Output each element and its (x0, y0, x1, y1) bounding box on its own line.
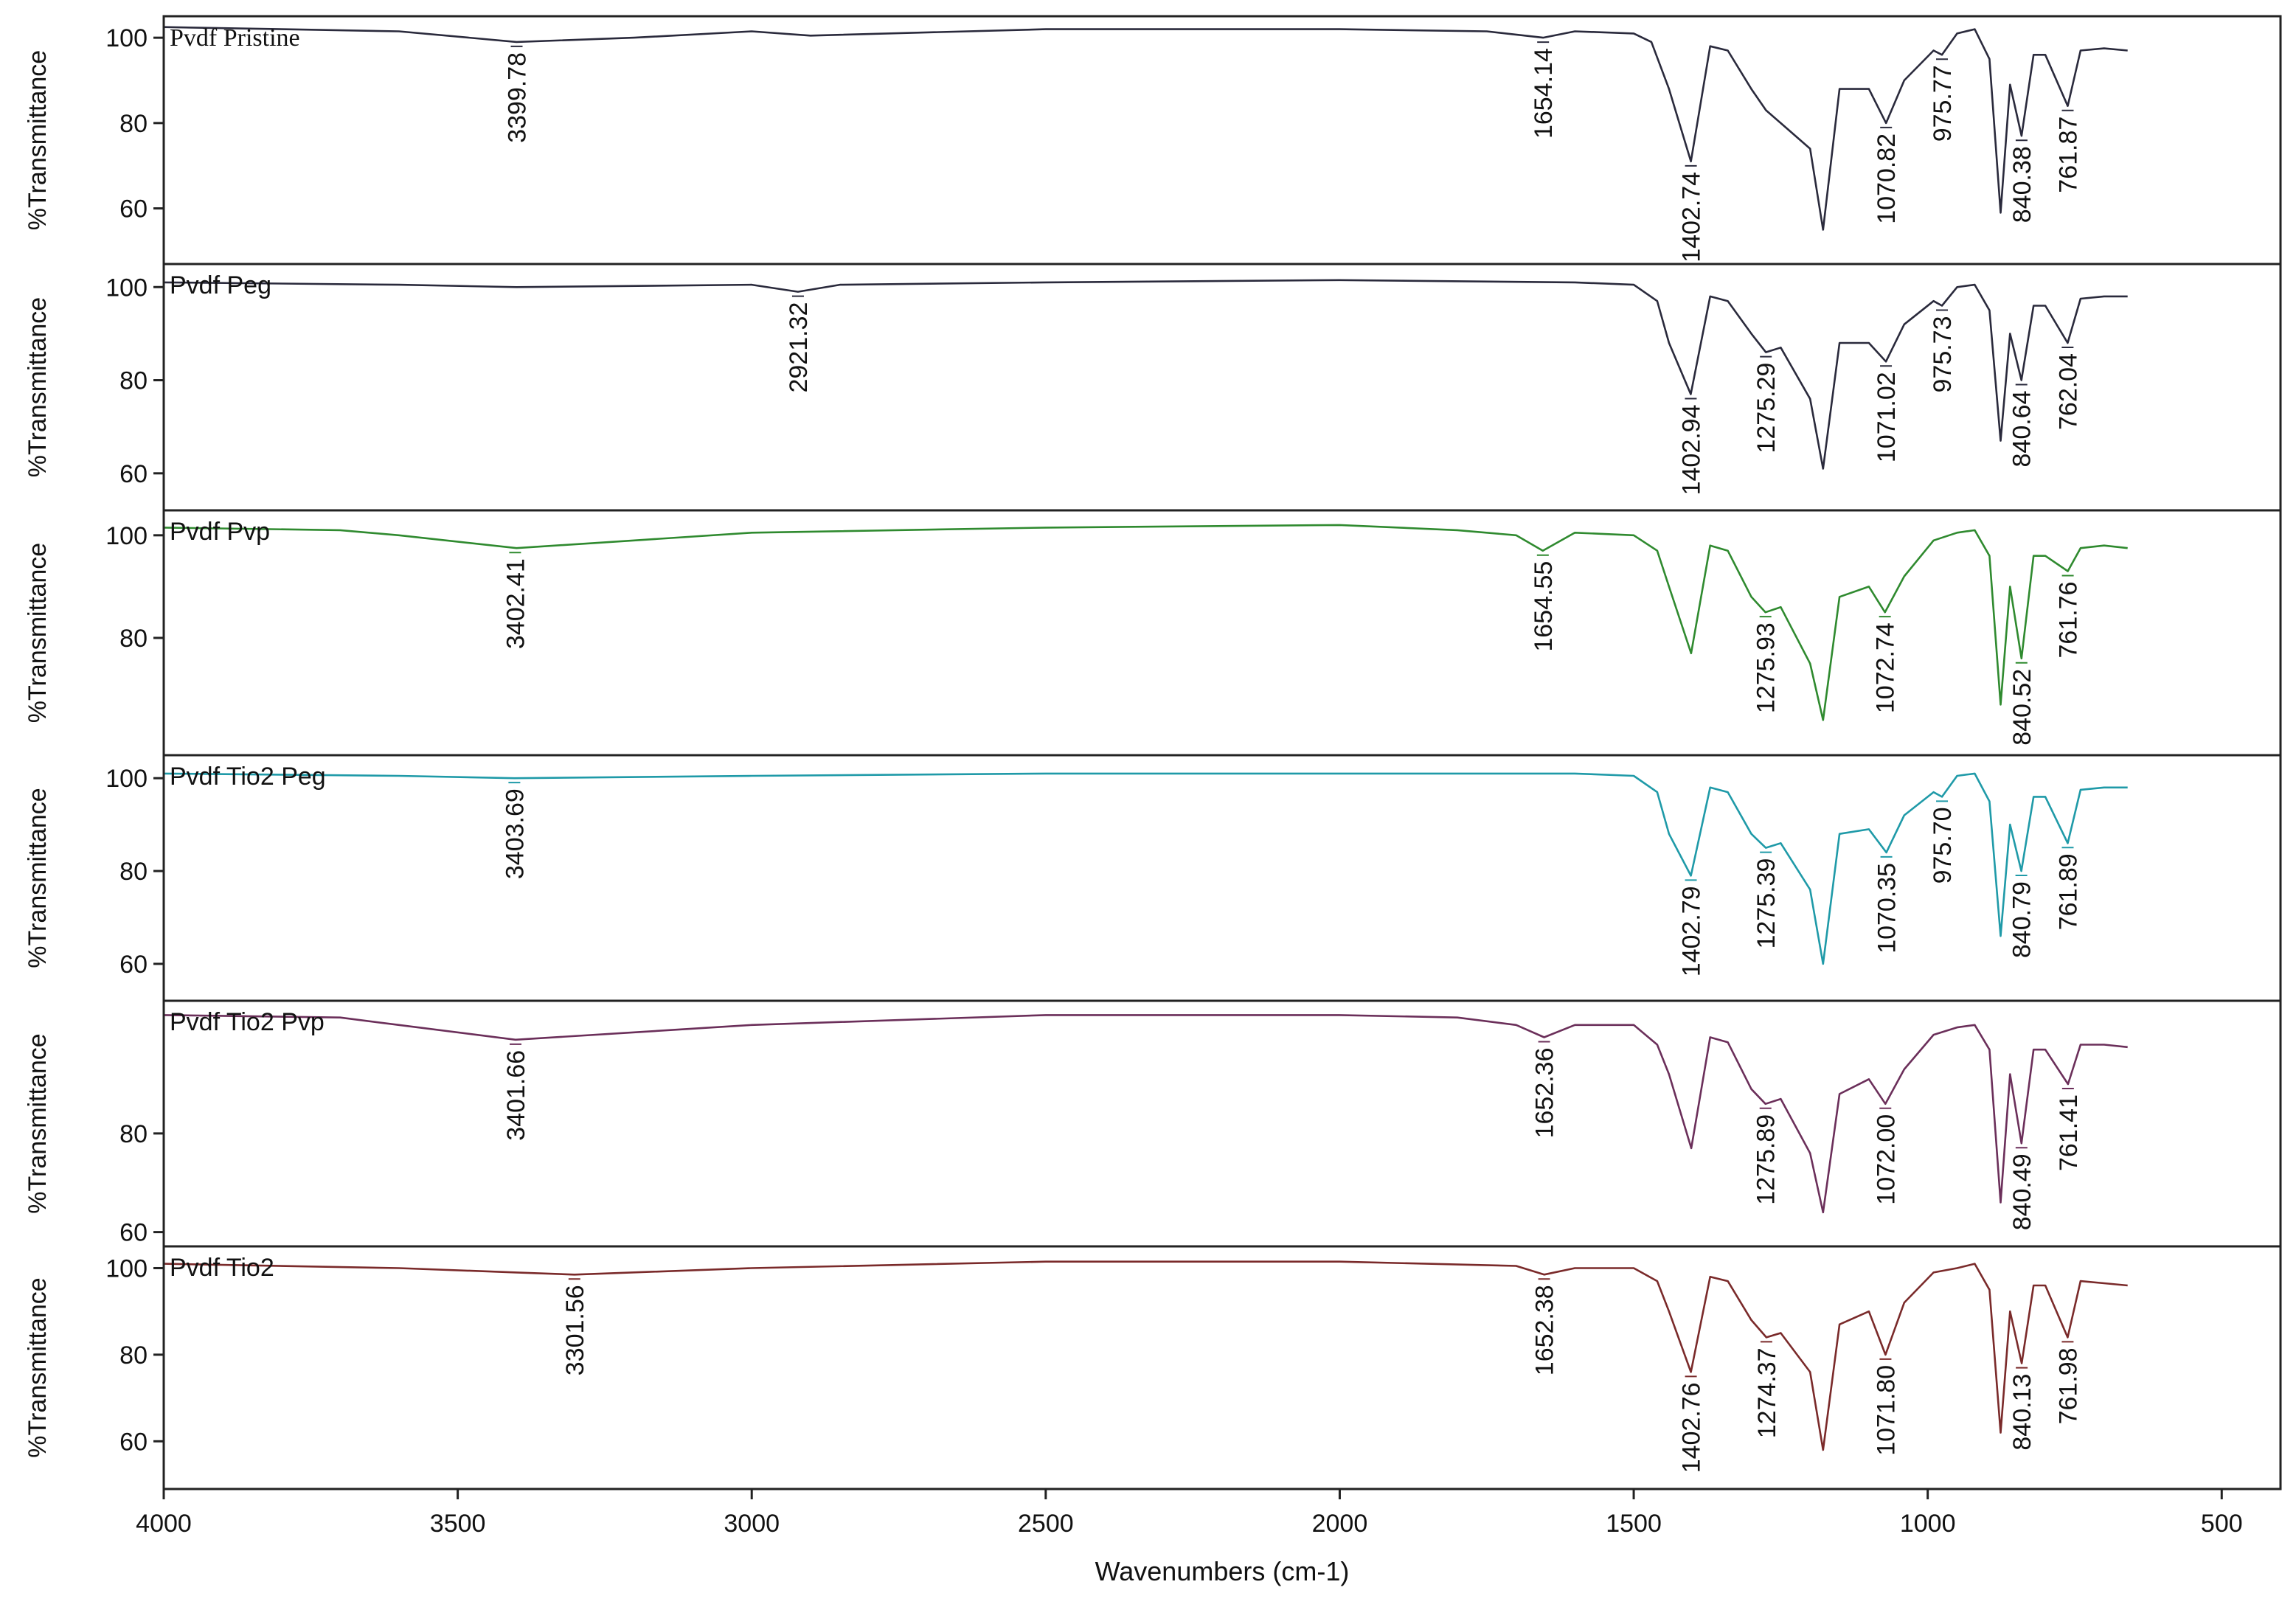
y-tick-label: 80 (119, 110, 148, 138)
peak-label: 3403.69 (501, 788, 529, 879)
peak-label: 2921.32 (785, 302, 813, 393)
peak-label: 762.04 (2054, 353, 2082, 430)
peak-label: 3399.78 (504, 52, 532, 143)
peak-label: 761.87 (2055, 117, 2083, 193)
panel-name: Pvdf Pristine (170, 24, 300, 52)
y-tick-label: 60 (119, 1219, 148, 1247)
spectrum-line (163, 1260, 2128, 1451)
chart-panels: 60 80 100 %Transmittance 3399.78 1654.14 1402.… (24, 24, 2281, 1473)
peak-label: 1654.55 (1530, 561, 1558, 652)
peak-label: 1275.39 (1752, 858, 1780, 949)
peak-label: 840.79 (2008, 881, 2036, 958)
panel-3: 80 100 %Transmittance 3402.41 1654.55 1275.93… (24, 509, 2281, 746)
x-axis: 4000 3500 3000 2500 2000 1500 1000 500 (136, 1489, 2243, 1538)
y-tick-label: 60 (119, 195, 148, 223)
peak-label: 1402.76 (1678, 1382, 1706, 1473)
peak-label: 3401.66 (502, 1050, 530, 1141)
peak-label: 1274.37 (1753, 1347, 1781, 1438)
y-axis-label: %Transmittance (24, 543, 52, 723)
peak-label: 1070.35 (1873, 863, 1901, 954)
y-tick-label: 60 (119, 460, 148, 488)
y-axis-label: %Transmittance (24, 788, 52, 968)
y-tick-label: 100 (105, 522, 148, 550)
spectrum-line (163, 279, 2128, 470)
peak-label: 1275.93 (1752, 622, 1780, 713)
peak-label: 1652.36 (1531, 1048, 1559, 1139)
spectrum-line (163, 524, 2128, 721)
y-tick-label: 100 (105, 765, 148, 793)
x-axis-label: Wavenumbers (cm-1) (1095, 1556, 1350, 1586)
peak-label: 975.77 (1929, 65, 1957, 142)
peak-label: 1652.38 (1531, 1285, 1559, 1375)
y-axis-label: %Transmittance (24, 1033, 52, 1213)
panel-name: Pvdf Tio2 Pvp (170, 1008, 325, 1036)
panel-1: 60 80 100 %Transmittance 3399.78 1654.14 1402.… (24, 24, 2128, 263)
x-tick-label: 4000 (136, 1510, 192, 1538)
peak-label: 3301.56 (561, 1285, 589, 1375)
panel-2: 60 80 100 %Transmittance 2921.32 1402.94 1275.… (24, 263, 2281, 496)
peak-label: 1402.79 (1678, 886, 1706, 976)
y-tick-label: 80 (119, 1342, 148, 1370)
peak-label: 840.52 (2008, 669, 2036, 746)
spectrum-line (163, 1014, 2128, 1214)
y-tick-label: 60 (119, 951, 148, 979)
peak-label: 3402.41 (502, 558, 530, 649)
peak-label: 761.41 (2055, 1094, 2083, 1171)
y-tick-label: 60 (119, 1428, 148, 1456)
peak-label: 1072.74 (1872, 622, 1900, 713)
y-axis-label: %Transmittance (24, 297, 52, 477)
y-tick-label: 80 (119, 1120, 148, 1148)
y-axis-label: %Transmittance (24, 50, 52, 230)
panel-name: Pvdf Tio2 (170, 1254, 274, 1282)
panel-5: 60 80 %Transmittance 3401.66 1652.36 1275.89 1… (24, 999, 2281, 1247)
panel-name: Pvdf Tio2 Peg (170, 763, 326, 791)
peak-label: 1275.89 (1752, 1114, 1780, 1205)
spectrum-line (163, 772, 2128, 965)
peak-label: 840.13 (2008, 1374, 2036, 1451)
x-tick-label: 2500 (1018, 1510, 1074, 1538)
peak-label: 1402.94 (1677, 405, 1705, 496)
y-tick-label: 80 (119, 625, 148, 653)
y-tick-label: 80 (119, 367, 148, 395)
x-tick-label: 1000 (1900, 1510, 1956, 1538)
peak-label: 840.38 (2008, 146, 2036, 223)
x-tick-label: 3000 (724, 1510, 780, 1538)
y-axis-label: %Transmittance (24, 1277, 52, 1457)
y-tick-label: 80 (119, 858, 148, 886)
x-tick-label: 2000 (1312, 1510, 1368, 1538)
peak-label: 761.89 (2055, 853, 2083, 930)
peak-label: 1070.82 (1873, 133, 1901, 224)
panel-4: 60 80 100 %Transmittance 3403.69 1402.79 1275.… (24, 754, 2281, 979)
peak-label: 1654.14 (1530, 48, 1558, 139)
peak-label: 975.73 (1929, 316, 1957, 393)
x-tick-label: 3500 (430, 1510, 486, 1538)
y-tick-label: 100 (105, 1254, 148, 1283)
peak-label: 761.98 (2054, 1347, 2082, 1424)
peak-label: 1072.00 (1872, 1114, 1900, 1205)
peak-label: 1402.74 (1678, 172, 1706, 263)
y-tick-label: 100 (105, 274, 148, 302)
peak-label: 840.49 (2008, 1153, 2036, 1230)
peak-label: 1275.29 (1752, 363, 1780, 454)
x-tick-label: 1500 (1606, 1510, 1662, 1538)
panel-6: 60 80 100 %Transmittance 3301.56 1652.38 1402.… (24, 1245, 2281, 1473)
peak-label: 1071.02 (1873, 372, 1901, 462)
x-tick-label: 500 (2201, 1510, 2243, 1538)
panel-name: Pvdf Peg (170, 271, 271, 299)
peak-label: 1071.80 (1872, 1365, 1900, 1456)
y-tick-label: 100 (105, 24, 148, 52)
spectrum-line (163, 26, 2128, 231)
peak-label: 761.76 (2055, 582, 2083, 659)
panel-name: Pvdf Pvp (170, 518, 270, 546)
peak-label: 975.70 (1929, 807, 1957, 884)
plot-frame (162, 15, 2282, 1490)
peak-label: 840.64 (2008, 391, 2036, 468)
